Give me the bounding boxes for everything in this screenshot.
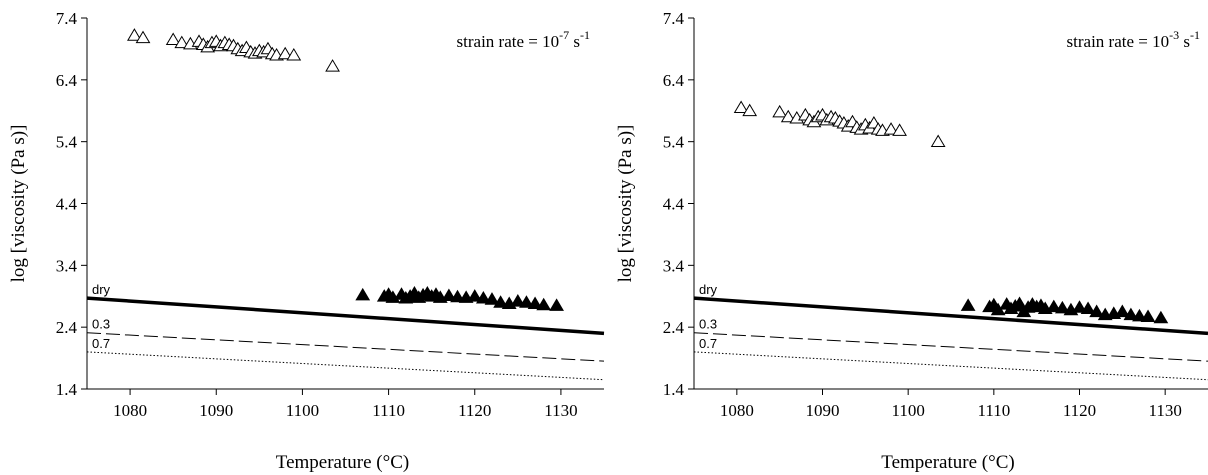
y-tick-label: 3.4 <box>56 256 78 275</box>
filled-triangle-point <box>1054 300 1070 314</box>
y-tick-label: 7.4 <box>56 9 78 28</box>
filled-triangle-point <box>1123 307 1139 321</box>
open-triangle-point <box>277 46 293 60</box>
filled-triangle-point <box>1012 296 1027 310</box>
open-triangle-point <box>733 100 749 114</box>
model-line-water-0.3 <box>693 332 1208 362</box>
filled-triangle-point <box>1080 301 1096 314</box>
x-tick-label: 1100 <box>286 401 319 420</box>
y-tick-label: 3.4 <box>663 256 685 275</box>
y-tick-label: 1.4 <box>56 380 78 399</box>
filled-triangle-point <box>1046 299 1062 313</box>
model-line-water-0.7 <box>86 351 605 381</box>
x-tick-label: 1090 <box>199 401 233 420</box>
chart-panel-1: 1.4 2.4 3.4 4.4 5.4 6.4 7.4 1080 1090 1100 1110 112… <box>8 9 605 473</box>
y-axis-title: log [viscosity (Pa s)] <box>8 125 29 283</box>
filled-triangle-point <box>1072 300 1087 313</box>
open-triangle-point <box>883 122 899 135</box>
open-triangle-point <box>165 32 181 46</box>
y-tick-label: 7.4 <box>663 9 685 28</box>
model-line-label: dry <box>699 282 718 297</box>
model-line-dry <box>86 296 605 336</box>
filled-triangle-point <box>441 288 457 302</box>
filled-triangle-point <box>536 297 552 311</box>
strain-rate-annotation: strain rate = 10-3 s-1 <box>1067 28 1200 51</box>
open-triangle-point <box>135 30 151 44</box>
filled-triangle-point <box>450 289 465 303</box>
x-axis-title: Temperature (°C) <box>276 452 409 473</box>
filled-triangle-point <box>1153 310 1169 324</box>
open-triangle-point <box>742 103 758 117</box>
y-tick-label: 5.4 <box>663 133 685 152</box>
open-triangle-point <box>892 123 907 136</box>
model-line-label: dry <box>92 282 111 297</box>
y-tick-label: 6.4 <box>56 71 78 90</box>
model-line-water-0.3 <box>86 332 605 362</box>
filled-triangle-point <box>549 298 564 311</box>
filled-triangle-point <box>484 292 500 305</box>
open-triangle-point <box>127 28 142 41</box>
y-tick-label: 4.4 <box>663 195 685 214</box>
filled-triangle-point <box>467 289 483 302</box>
model-line-label: 0.7 <box>92 336 110 351</box>
strain-rate-annotation: strain rate = 10-7 s-1 <box>457 28 590 51</box>
y-tick-label: 5.4 <box>56 133 78 152</box>
y-tick-label: 2.4 <box>663 318 685 337</box>
filled-triangle-point <box>527 296 543 310</box>
filled-triangle-point <box>493 295 508 308</box>
x-tick-label: 1080 <box>113 401 147 420</box>
chart-panel-2: 1.4 2.4 3.4 4.4 5.4 6.4 7.4 1080 1090 1100 1110 112… <box>615 9 1208 473</box>
x-tick-label: 1110 <box>977 401 1010 420</box>
x-tick-label: 1130 <box>544 401 577 420</box>
y-tick-label: 6.4 <box>663 71 685 90</box>
x-tick-label: 1080 <box>720 401 754 420</box>
model-line-dry <box>693 296 1208 336</box>
open-triangle-point <box>286 47 302 61</box>
x-tick-label: 1120 <box>1063 401 1096 420</box>
x-tick-label: 1100 <box>891 401 924 420</box>
model-line-label: 0.7 <box>699 336 717 351</box>
model-line-water-0.7 <box>693 351 1208 381</box>
filled-triangle-point <box>1089 304 1105 318</box>
filled-triangle-point <box>1114 304 1130 318</box>
y-tick-label: 4.4 <box>56 195 78 214</box>
y-tick-label: 2.4 <box>56 318 78 337</box>
open-triangle-point <box>772 104 788 118</box>
x-tick-label: 1120 <box>458 401 491 420</box>
filled-triangle-point <box>355 287 371 301</box>
open-triangle-point <box>174 35 190 49</box>
x-tick-label: 1110 <box>372 401 405 420</box>
open-triangle-point <box>325 59 340 72</box>
model-line-label: 0.3 <box>92 317 110 332</box>
open-triangle-point <box>780 109 796 123</box>
filled-triangle-point <box>510 294 526 307</box>
open-triangle-point <box>930 134 946 148</box>
filled-triangle-point <box>519 295 534 308</box>
filled-triangle-point <box>475 290 491 304</box>
filled-triangle-point <box>1132 308 1147 322</box>
y-tick-label: 1.4 <box>663 380 685 399</box>
x-axis-title: Temperature (°C) <box>881 452 1014 473</box>
y-axis-title: log [viscosity (Pa s)] <box>615 125 636 283</box>
model-line-label: 0.3 <box>699 317 717 332</box>
filled-triangle-point <box>1140 309 1156 323</box>
x-tick-label: 1090 <box>806 401 840 420</box>
filled-triangle-point <box>960 298 976 311</box>
x-tick-label: 1130 <box>1148 401 1181 420</box>
